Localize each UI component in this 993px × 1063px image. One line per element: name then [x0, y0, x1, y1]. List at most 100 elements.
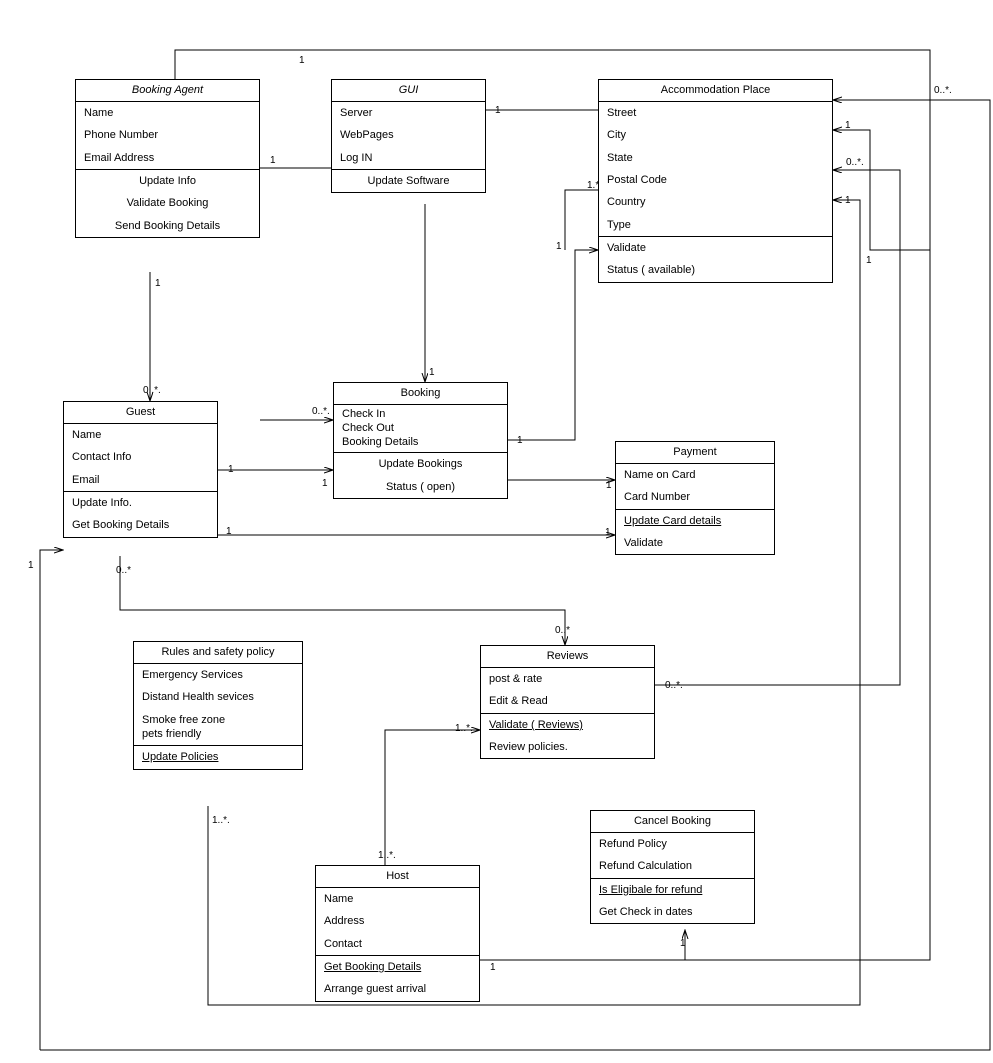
op-row: Get Check in dates: [591, 901, 754, 923]
multiplicity-label: 0..*.: [846, 157, 864, 168]
op-row: Validate: [616, 532, 774, 554]
multiplicity-label: 1: [270, 155, 276, 166]
class-ops: Update Policies: [134, 745, 302, 768]
op-row: Update Info: [76, 170, 259, 192]
class-booking: BookingCheck In Check Out Booking Detail…: [333, 382, 508, 499]
attr-row: Name on Card: [616, 464, 774, 486]
multiplicity-label: 1: [845, 120, 851, 131]
class-title: Booking: [334, 383, 507, 404]
class-cancel: Cancel BookingRefund PolicyRefund Calcul…: [590, 810, 755, 924]
op-row: Arrange guest arrival: [316, 978, 479, 1000]
attr-row: Log IN: [332, 147, 485, 169]
class-attrs: post & rateEdit & Read: [481, 667, 654, 713]
multiplicity-label: 1..*.: [212, 815, 230, 826]
multiplicity-label: 0..*.: [312, 406, 330, 417]
class-ops: Update Card detailsValidate: [616, 509, 774, 555]
class-ops: Get Booking DetailsArrange guest arrival: [316, 955, 479, 1001]
op-row: Get Booking Details: [316, 956, 479, 978]
class-title: Payment: [616, 442, 774, 463]
attr-row: Address: [316, 910, 479, 932]
attr-row: Check In Check Out Booking Details: [334, 405, 507, 452]
op-row: Update Policies: [134, 746, 302, 768]
class-gui: GUIServerWebPagesLog INUpdate Software: [331, 79, 486, 193]
multiplicity-label: 1: [429, 367, 435, 378]
attr-row: Name: [316, 888, 479, 910]
multiplicity-label: 1..*.: [378, 850, 396, 861]
class-attrs: NamePhone NumberEmail Address: [76, 101, 259, 169]
class-ops: Is Eligibale for refundGet Check in date…: [591, 878, 754, 924]
op-row: Status ( open): [334, 476, 507, 498]
class-ops: Update BookingsStatus ( open): [334, 452, 507, 498]
attr-row: City: [599, 124, 832, 146]
multiplicity-label: 1: [556, 241, 562, 252]
class-title: Reviews: [481, 646, 654, 667]
multiplicity-label: 1: [228, 464, 234, 475]
class-title: Cancel Booking: [591, 811, 754, 832]
attr-row: Card Number: [616, 486, 774, 508]
multiplicity-label: 1..*.: [455, 723, 473, 734]
attr-row: Postal Code: [599, 169, 832, 191]
op-row: Review policies.: [481, 736, 654, 758]
multiplicity-label: 0..*: [116, 565, 131, 576]
class-ops: ValidateStatus ( available): [599, 236, 832, 282]
attr-row: Distand Health sevices: [134, 686, 302, 708]
attr-row: Contact Info: [64, 446, 217, 468]
attr-row: Type: [599, 214, 832, 236]
multiplicity-label: 1: [226, 526, 232, 537]
class-title: Guest: [64, 402, 217, 423]
attr-row: State: [599, 147, 832, 169]
attr-row: WebPages: [332, 124, 485, 146]
op-row: Validate: [599, 237, 832, 259]
multiplicity-label: 1: [680, 938, 686, 949]
attr-row: Email Address: [76, 147, 259, 169]
op-row: Validate Booking: [76, 192, 259, 214]
multiplicity-label: 1: [490, 962, 496, 973]
attr-row: Street: [599, 102, 832, 124]
op-row: Update Bookings: [334, 453, 507, 475]
op-row: Update Info.: [64, 492, 217, 514]
class-ops: Update Info.Get Booking Details: [64, 491, 217, 537]
multiplicity-label: 1: [155, 278, 161, 289]
class-attrs: StreetCityStatePostal CodeCountryType: [599, 101, 832, 236]
class-rules: Rules and safety policyEmergency Service…: [133, 641, 303, 770]
class-accommodation: Accommodation PlaceStreetCityStatePostal…: [598, 79, 833, 283]
class-payment: PaymentName on CardCard NumberUpdate Car…: [615, 441, 775, 555]
class-attrs: NameAddressContact: [316, 887, 479, 955]
multiplicity-label: 1: [299, 55, 305, 66]
multiplicity-label: 0..*: [555, 625, 570, 636]
class-ops: Validate ( Reviews)Review policies.: [481, 713, 654, 759]
attr-row: Smoke free zone pets friendly: [134, 709, 302, 746]
attr-row: Email: [64, 469, 217, 491]
class-reviews: Reviewspost & rateEdit & ReadValidate ( …: [480, 645, 655, 759]
multiplicity-label: 0..*.: [934, 85, 952, 96]
multiplicity-label: 1: [322, 478, 328, 489]
class-attrs: Emergency ServicesDistand Health sevices…: [134, 663, 302, 745]
class-ops: Update Software: [332, 169, 485, 192]
class-attrs: Check In Check Out Booking Details: [334, 404, 507, 452]
class-title: Booking Agent: [76, 80, 259, 101]
class-title: Accommodation Place: [599, 80, 832, 101]
attr-row: Refund Policy: [591, 833, 754, 855]
attr-row: post & rate: [481, 668, 654, 690]
class-guest: GuestNameContact InfoEmailUpdate Info.Ge…: [63, 401, 218, 538]
multiplicity-label: 1: [605, 527, 611, 538]
uml-canvas: Booking AgentNamePhone NumberEmail Addre…: [0, 0, 993, 1063]
attr-row: Name: [64, 424, 217, 446]
class-attrs: Refund PolicyRefund Calculation: [591, 832, 754, 878]
op-row: Status ( available): [599, 259, 832, 281]
class-attrs: NameContact InfoEmail: [64, 423, 217, 491]
attr-row: Country: [599, 191, 832, 213]
multiplicity-label: 0..*.: [143, 385, 161, 396]
op-row: Update Software: [332, 170, 485, 192]
attr-row: Server: [332, 102, 485, 124]
op-row: Update Card details: [616, 510, 774, 532]
class-bookingAgent: Booking AgentNamePhone NumberEmail Addre…: [75, 79, 260, 238]
class-title: Rules and safety policy: [134, 642, 302, 663]
attr-row: Emergency Services: [134, 664, 302, 686]
multiplicity-label: 1: [606, 480, 612, 491]
class-attrs: ServerWebPagesLog IN: [332, 101, 485, 169]
class-title: GUI: [332, 80, 485, 101]
multiplicity-label: 0..*.: [665, 680, 683, 691]
multiplicity-label: 1: [28, 560, 34, 571]
attr-row: Refund Calculation: [591, 855, 754, 877]
